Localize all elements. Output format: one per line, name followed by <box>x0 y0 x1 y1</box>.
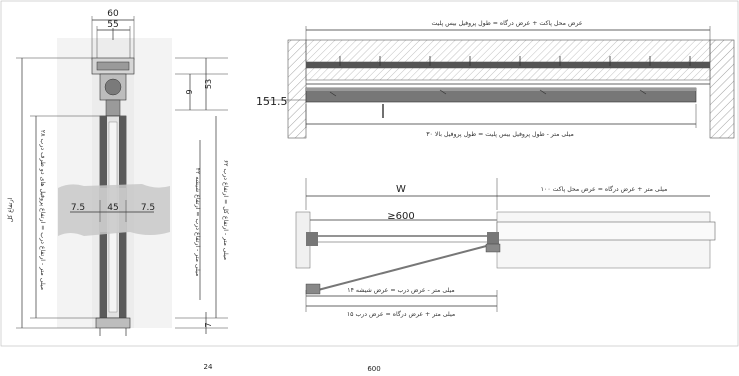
dim-min-label: ≥600 <box>387 211 414 222</box>
roller-wheel <box>104 78 122 96</box>
door-height-label: ۶۲ میلی متر - ارتفاع کل = ارتفاع درب <box>222 160 229 260</box>
dim-53-label: 53 <box>204 79 213 89</box>
right-wall <box>709 39 735 139</box>
dim-7-5-right: 7.5 <box>141 203 155 213</box>
glass-width-label: ۱۴ میلی متر - عرض درب = عرض شیشه <box>347 287 454 294</box>
dim-w-label: W <box>396 184 406 195</box>
top-section-view: عرض محل پاکت + عرض درگاه = طول پروفیل بی… <box>256 19 735 139</box>
dim-45-label: 45 <box>107 203 118 213</box>
left-wall <box>287 39 307 139</box>
dim-9-label: 9 <box>185 89 194 94</box>
bottom-guide <box>95 317 131 329</box>
footer-number-600: 600 <box>367 365 380 373</box>
left-elevation-view: 60 55 9 53 7.5 45 7.5 <box>7 9 229 336</box>
page-frame <box>0 0 739 347</box>
top-profile-length-label: ۳۰ میلی متر - طول پروفیل بیس پلیت = طول … <box>426 131 574 138</box>
ceiling-band <box>305 39 711 63</box>
dim-60-label: 60 <box>107 9 119 19</box>
pocket-width-label: ۱۰۰ میلی متر + عرض درگاه = عرض محل پاکت <box>541 185 668 193</box>
door-leaf-diagonal <box>317 243 495 291</box>
glass-height-label: ۴۲ میلی متر - ارتفاع درب = ارتفاع شیشه <box>194 168 201 277</box>
dim-151-5-label: 151.5 <box>256 95 288 108</box>
door-width-label: ۱۵ میلی متر + عرض درگاه = عرض درب <box>347 310 455 318</box>
base-plate-profile <box>306 62 710 68</box>
dim-55-label: 55 <box>107 20 118 30</box>
base-plate-length-label: عرض محل پاکت + عرض درگاه = طول پروفیل بی… <box>431 19 582 27</box>
plan-view: W ۱۰۰ میلی متر + عرض درگاه = عرض محل پاک… <box>295 178 716 318</box>
profile-height-label: ۲۸ میلی متر - ارتفاع درب = ارتفاع پروفیل… <box>39 130 46 290</box>
total-height-label: ارتفاع کل <box>7 197 14 222</box>
footer-number-24: 24 <box>204 363 213 371</box>
dim-7-5-left: 7.5 <box>71 203 85 213</box>
dim-7-label: 7 <box>204 322 213 327</box>
